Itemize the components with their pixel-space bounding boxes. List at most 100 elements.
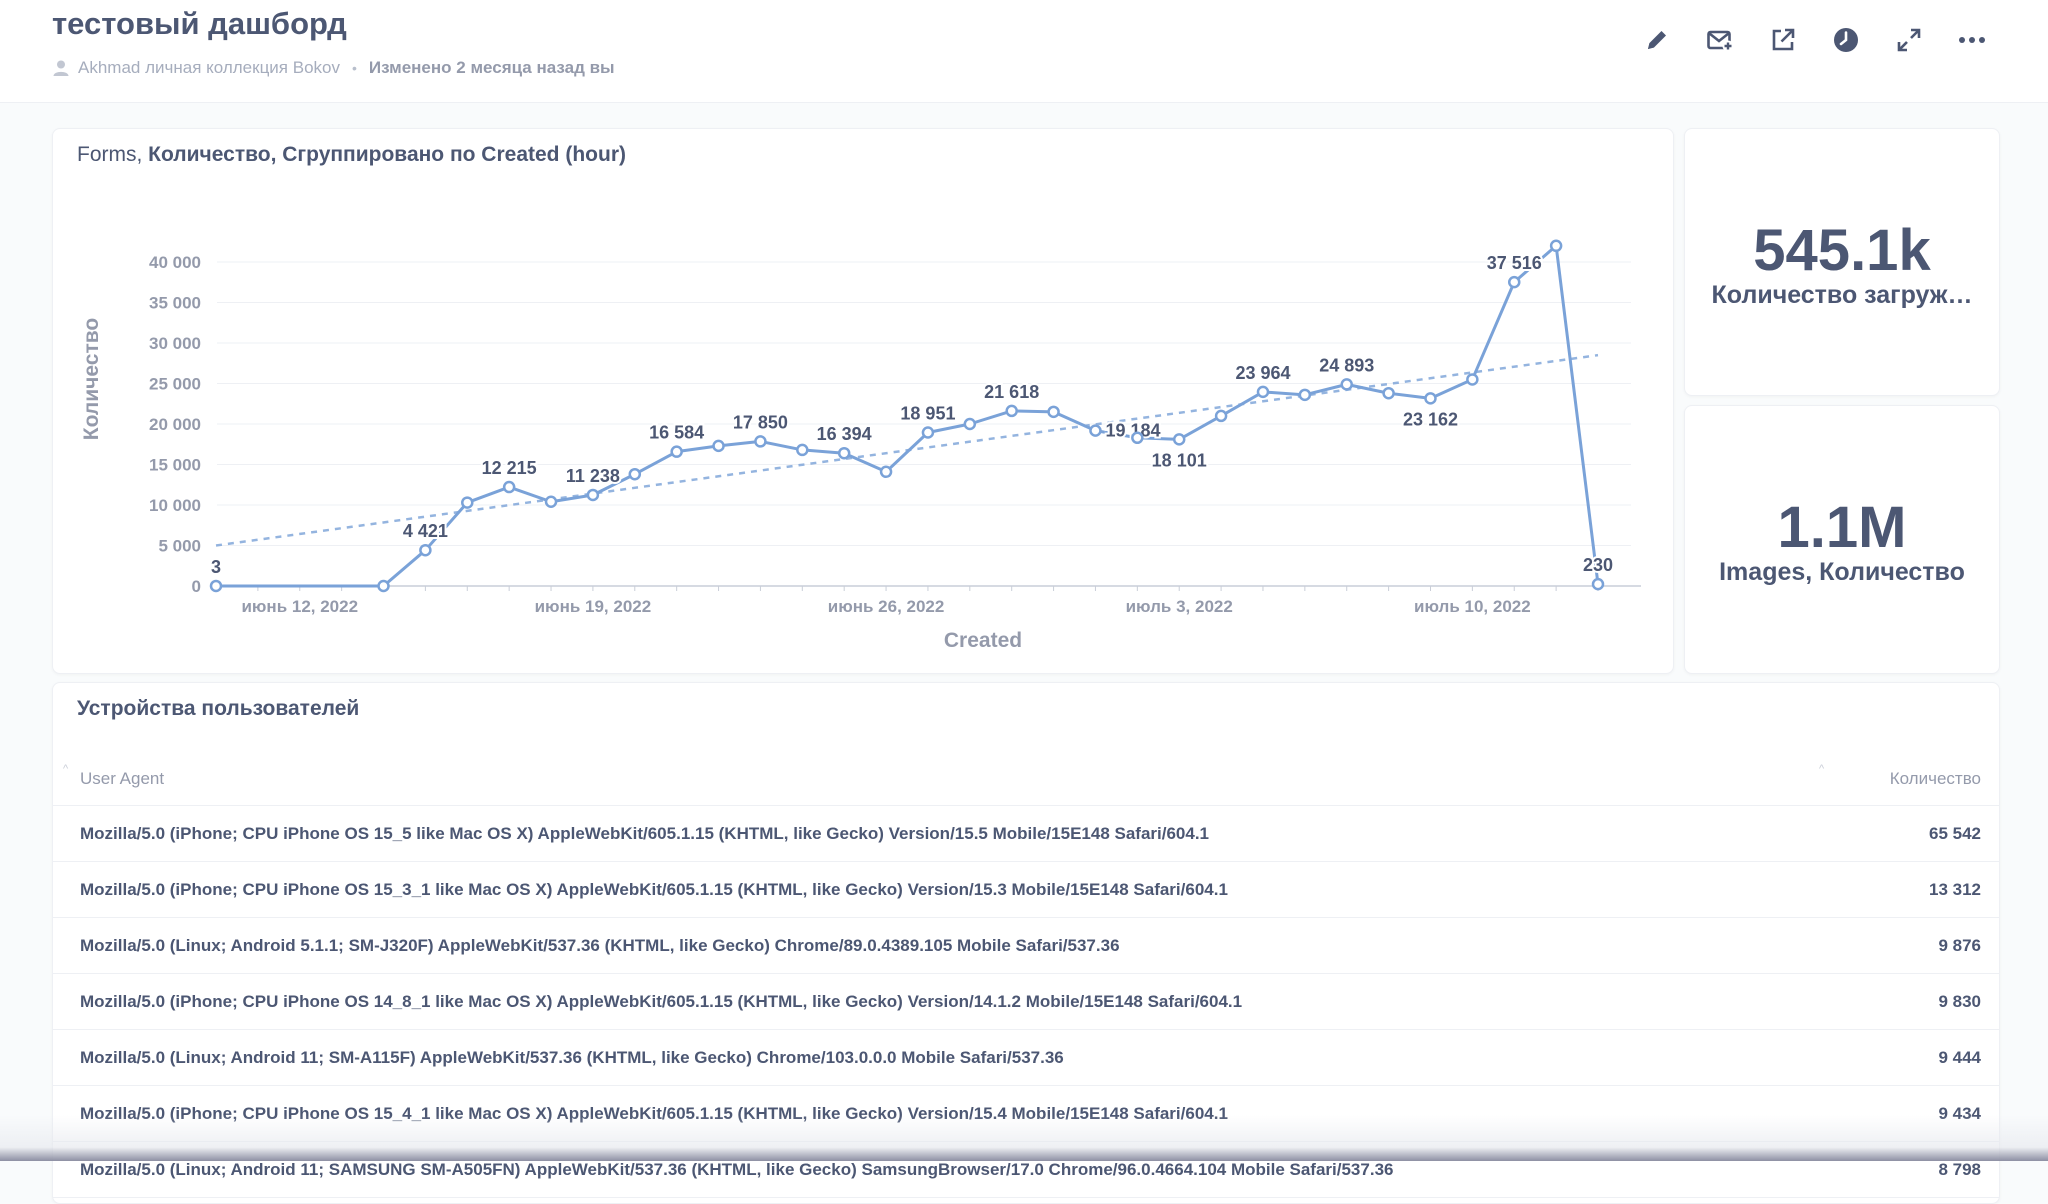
data-point: [419, 543, 432, 557]
column-header-user-agent[interactable]: User Agent: [80, 769, 165, 788]
data-point: [209, 579, 223, 593]
last-edited-info[interactable]: Изменено 2 месяца назад вы: [368, 58, 615, 77]
data-point: [754, 435, 767, 448]
x-axis-title: Created: [944, 629, 1022, 652]
data-point: [1256, 385, 1270, 399]
data-point: [1591, 577, 1605, 591]
data-label: 18 951: [900, 403, 955, 423]
line-chart[interactable]: 0 5 000 10 000 15 000 20 000 25 000 30 000 35 0…: [53, 129, 1673, 673]
scalar-card-images[interactable]: 1.1M Images, Количество: [1684, 405, 2000, 674]
cell-user-agent[interactable]: Mozilla/5.0 (iPhone; CPU iPhone OS 14_8_…: [80, 992, 1243, 1011]
share-icon: [1772, 28, 1794, 51]
bottom-fade: [0, 1115, 2048, 1161]
data-point: [1131, 431, 1144, 445]
cell-count[interactable]: 65 542: [1929, 824, 1981, 843]
pencil-icon: [1647, 31, 1666, 49]
y-tick-label: 25 000: [149, 375, 201, 394]
cell-count[interactable]: 13 312: [1929, 880, 1981, 899]
data-point: [628, 467, 642, 481]
cell-user-agent[interactable]: Mozilla/5.0 (Linux; Android 11; SM-A115F…: [80, 1048, 1064, 1067]
x-tick-label: июнь 19, 2022: [535, 597, 652, 616]
meta-separator: •: [351, 60, 357, 76]
data-point: [921, 426, 935, 439]
chart-title[interactable]: Forms, Количество, Сгруппировано по Crea…: [77, 143, 626, 167]
data-point: [1382, 386, 1395, 400]
cell-user-agent[interactable]: Mozilla/5.0 (Linux; Android 11; SAMSUNG …: [80, 1160, 1394, 1179]
table-header: ^ User Agent ^ Количество: [53, 749, 1999, 806]
data-label: 230: [1583, 555, 1613, 575]
data-point: [1172, 433, 1186, 446]
data-label: 18 101: [1152, 450, 1207, 470]
data-label: 4 421: [403, 521, 448, 541]
data-point: [377, 579, 390, 593]
data-label: 16 394: [817, 424, 872, 444]
scalar-label[interactable]: Количество загруж…: [1711, 281, 1973, 309]
dashboard-title[interactable]: тестовый дашборд: [52, 6, 347, 41]
y-tick-label: 40 000: [149, 253, 201, 272]
line-chart-card: Forms, Количество, Сгруппировано по Crea…: [52, 128, 1674, 674]
table-row[interactable]: Mozilla/5.0 (iPhone; CPU iPhone OS 14_8_…: [53, 974, 1999, 1030]
dashboard-header: тестовый дашборд Akhmad личная коллекция…: [0, 0, 2048, 103]
cell-count[interactable]: 8 798: [1938, 1160, 1981, 1179]
subscribe-button[interactable]: [1703, 24, 1736, 57]
column-header-count[interactable]: Количество: [1889, 769, 1981, 788]
data-label: 11 238: [566, 466, 620, 486]
x-tick-label: июнь 12, 2022: [241, 597, 358, 616]
sort-icon[interactable]: ^: [1819, 763, 1825, 775]
clock-icon: [1833, 28, 1858, 52]
data-point: [670, 445, 683, 458]
scalar-card-uploads[interactable]: 545.1k Количество загруж…: [1684, 128, 2000, 396]
dashboard-meta: Akhmad личная коллекция Bokov • Изменено…: [52, 58, 615, 78]
data-label: 23 964: [1235, 363, 1290, 383]
y-tick-label: 10 000: [149, 496, 201, 515]
y-axis-title: Количество: [80, 318, 103, 440]
data-label: 37 516: [1487, 253, 1542, 273]
data-point: [1214, 409, 1228, 423]
cell-count[interactable]: 9 444: [1938, 1048, 1981, 1067]
cell-user-agent[interactable]: Mozilla/5.0 (iPhone; CPU iPhone OS 15_5 …: [80, 824, 1210, 843]
collection-link[interactable]: Akhmad личная коллекция Bokov: [78, 58, 340, 77]
data-point: [461, 496, 474, 509]
data-point: [1424, 392, 1437, 405]
y-tick-label: 20 000: [149, 415, 201, 434]
cell-user-agent[interactable]: Mozilla/5.0 (Linux; Android 5.1.1; SM-J3…: [80, 936, 1120, 955]
fullscreen-icon: [1897, 28, 1920, 52]
data-point: [544, 495, 558, 509]
data-label: 21 618: [984, 382, 1039, 402]
data-point: [1047, 405, 1060, 419]
share-button[interactable]: [1766, 24, 1799, 57]
table-row[interactable]: Mozilla/5.0 (iPhone; CPU iPhone OS 15_3_…: [53, 862, 1999, 918]
data-label: 17 850: [733, 412, 788, 432]
subscribe-icon: [1706, 30, 1733, 52]
data-point: [837, 446, 851, 460]
auto-refresh-button[interactable]: [1829, 24, 1862, 57]
data-point: [1340, 378, 1353, 391]
table-row[interactable]: Mozilla/5.0 (Linux; Android 11; SM-A115F…: [53, 1030, 1999, 1086]
scalar-value: 1.1M: [1777, 495, 1907, 560]
data-point: [502, 480, 516, 494]
cell-user-agent[interactable]: Mozilla/5.0 (iPhone; CPU iPhone OS 15_3_…: [80, 880, 1228, 899]
y-tick-label: 0: [192, 577, 201, 596]
more-button[interactable]: [1955, 24, 1988, 57]
table-row[interactable]: Mozilla/5.0 (iPhone; CPU iPhone OS 15_5 …: [53, 806, 1999, 862]
data-point: [963, 417, 977, 431]
data-point: [1298, 388, 1312, 402]
more-icon: [1958, 37, 1985, 43]
scalar-value: 545.1k: [1753, 218, 1931, 283]
cell-count[interactable]: 9 876: [1938, 936, 1981, 955]
edit-button[interactable]: [1640, 24, 1673, 57]
fullscreen-button[interactable]: [1892, 24, 1925, 57]
data-point: [796, 443, 809, 457]
table-title[interactable]: Устройства пользователей: [77, 697, 360, 720]
cell-count[interactable]: 9 830: [1938, 992, 1981, 1011]
data-point: [712, 439, 725, 453]
table-row[interactable]: Mozilla/5.0 (Linux; Android 5.1.1; SM-J3…: [53, 918, 1999, 974]
x-tick-label: июль 10, 2022: [1414, 597, 1531, 616]
scalar-label[interactable]: Images, Количество: [1719, 558, 1965, 586]
y-tick-label: 15 000: [149, 456, 201, 475]
data-label: 3: [211, 557, 221, 577]
sort-icon[interactable]: ^: [63, 763, 69, 775]
x-tick-label: июнь 26, 2022: [828, 597, 945, 616]
data-label: 16 584: [649, 423, 704, 443]
x-tick-label: июль 3, 2022: [1126, 597, 1233, 616]
